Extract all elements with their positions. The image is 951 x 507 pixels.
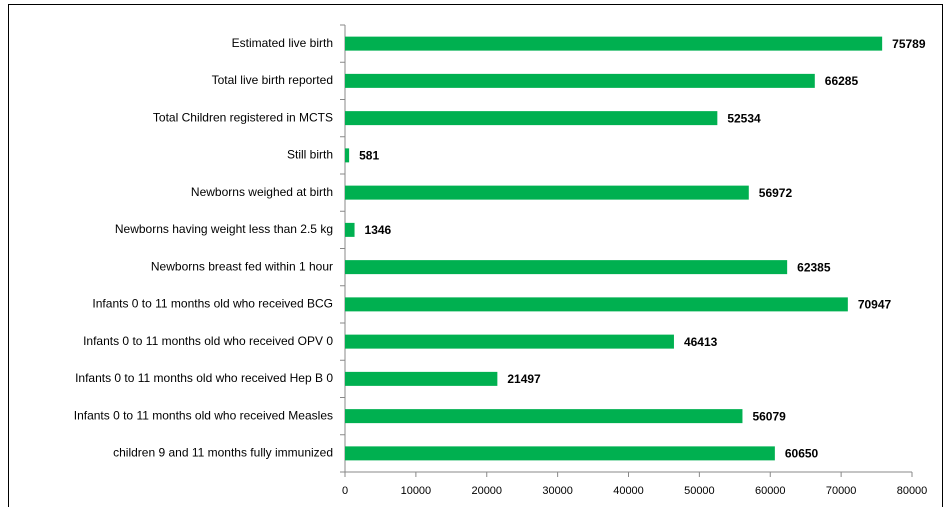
bar [345, 36, 883, 51]
data-label: 56079 [752, 409, 786, 423]
bar [345, 446, 775, 461]
data-label: 75789 [892, 37, 926, 51]
x-tick-label: 10000 [401, 485, 432, 497]
data-label: 70947 [858, 298, 892, 312]
x-tick-label: 20000 [471, 485, 502, 497]
x-tick-label: 80000 [897, 485, 928, 497]
y-tick-label: Total Children registered in MCTS [153, 110, 333, 124]
bar [345, 185, 749, 200]
bar [345, 297, 848, 312]
bar [345, 409, 743, 424]
y-tick-label: Still birth [287, 148, 333, 162]
data-label: 52534 [727, 111, 761, 125]
bar [345, 334, 674, 349]
data-label: 581 [359, 149, 379, 163]
y-tick-label: children 9 and 11 months fully immunized [113, 446, 333, 460]
y-tick-label: Estimated live birth [232, 36, 333, 50]
bar [345, 73, 815, 88]
data-label: 66285 [825, 74, 859, 88]
y-tick-label: Infants 0 to 11 months old who received … [74, 408, 333, 422]
x-tick-label: 40000 [613, 485, 644, 497]
x-tick-label: 30000 [542, 485, 573, 497]
x-tick-label: 0 [342, 485, 348, 497]
x-tick-label: 70000 [826, 485, 857, 497]
data-label: 46413 [684, 335, 718, 349]
y-tick-label: Total live birth reported [212, 73, 333, 87]
data-label: 60650 [785, 447, 819, 461]
bar [345, 111, 718, 126]
y-tick-label: Infants 0 to 11 months old who received … [75, 371, 333, 385]
x-tick-label: 50000 [684, 485, 715, 497]
data-label: 1346 [365, 223, 392, 237]
chart-frame [8, 4, 943, 507]
y-tick-label: Infants 0 to 11 months old who received … [83, 334, 333, 348]
bar [345, 148, 350, 163]
data-label: 56972 [759, 186, 793, 200]
x-tick-label: 60000 [755, 485, 786, 497]
y-tick-label: Newborns breast fed within 1 hour [151, 259, 333, 273]
bar [345, 222, 355, 237]
data-label: 62385 [797, 260, 831, 274]
bar [345, 371, 498, 386]
y-tick-label: Infants 0 to 11 months old who received … [92, 297, 333, 311]
y-tick-label: Newborns having weight less than 2.5 kg [115, 222, 333, 236]
y-tick-label: Newborns weighed at birth [191, 185, 333, 199]
data-label: 21497 [507, 372, 541, 386]
bar [345, 260, 788, 275]
